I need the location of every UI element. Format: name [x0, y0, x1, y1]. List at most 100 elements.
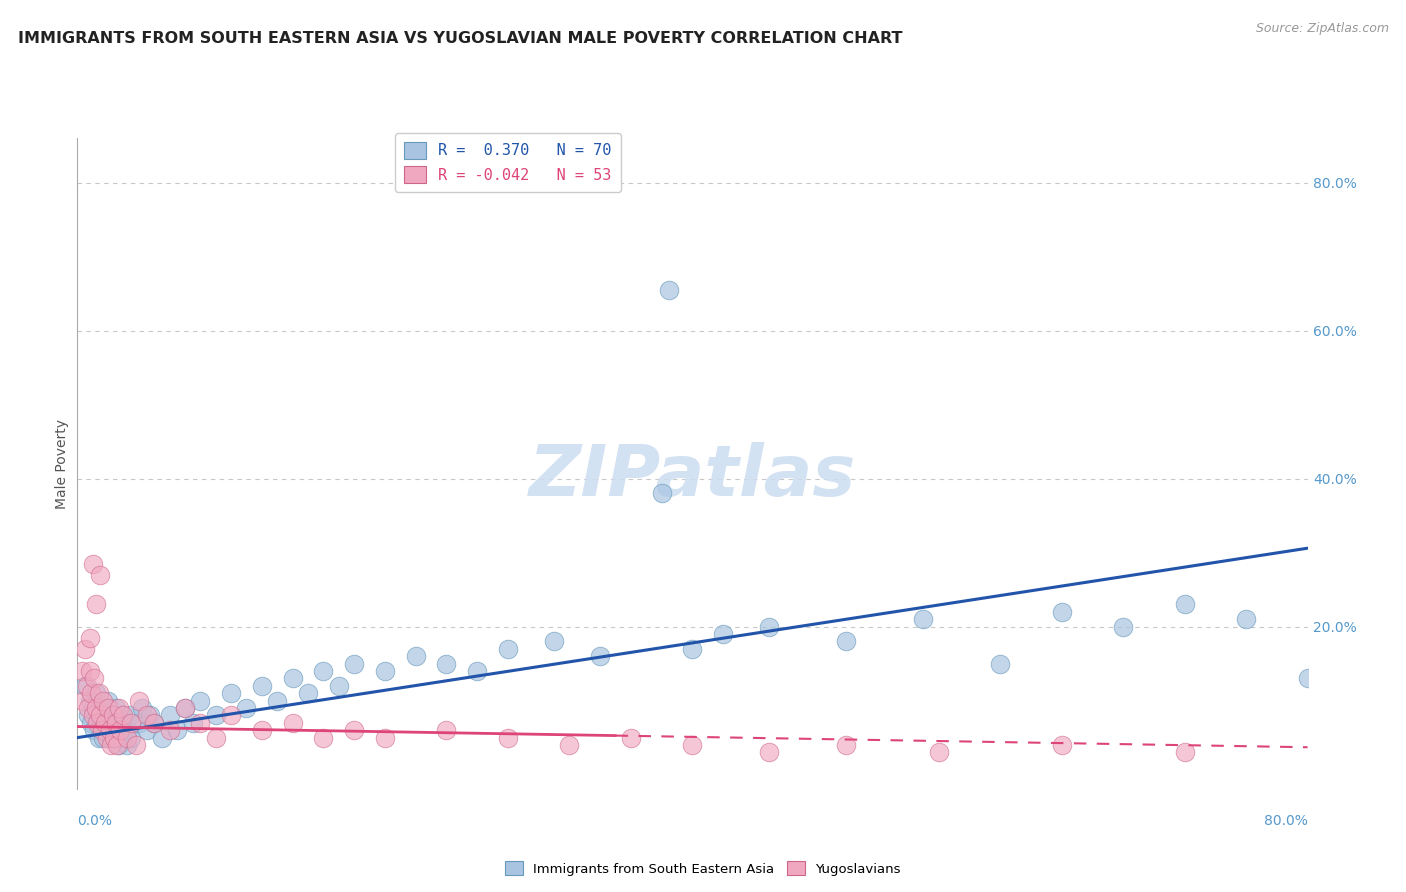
Point [82, 708, 104, 723]
Point [100, 738, 122, 752]
Point [297, 686, 319, 700]
Point [188, 715, 212, 730]
Point [219, 708, 242, 723]
Point [174, 701, 197, 715]
Point [96, 723, 118, 738]
Point [988, 657, 1011, 671]
Point [436, 657, 458, 671]
Point [374, 731, 396, 745]
Point [73, 641, 96, 656]
Point [72, 693, 94, 707]
Point [835, 634, 858, 648]
Point [90, 723, 114, 738]
Text: IMMIGRANTS FROM SOUTH EASTERN ASIA VS YUGOSLAVIAN MALE POVERTY CORRELATION CHART: IMMIGRANTS FROM SOUTH EASTERN ASIA VS YU… [18, 31, 903, 46]
Point [374, 664, 396, 678]
Point [131, 701, 153, 715]
Point [1234, 612, 1257, 626]
Point [84, 598, 107, 612]
Point [79, 631, 101, 645]
Point [150, 731, 173, 745]
Point [70, 664, 93, 678]
Point [104, 701, 127, 715]
Point [108, 738, 131, 752]
Point [108, 701, 131, 715]
Point [135, 723, 157, 738]
Point [89, 701, 111, 715]
Point [82, 701, 104, 715]
Point [80, 715, 103, 730]
Point [86, 715, 108, 730]
Point [105, 715, 128, 730]
Point [94, 708, 117, 723]
Point [912, 612, 935, 626]
Point [112, 731, 135, 745]
Legend: R =  0.370   N = 70, R = -0.042   N = 53: R = 0.370 N = 70, R = -0.042 N = 53 [395, 133, 620, 192]
Point [1050, 738, 1073, 752]
Point [1174, 746, 1197, 760]
Point [143, 715, 166, 730]
Point [87, 686, 110, 700]
Point [128, 715, 150, 730]
Point [103, 731, 125, 745]
Point [758, 746, 780, 760]
Point [96, 731, 118, 745]
Point [558, 738, 581, 752]
Point [758, 619, 780, 633]
Point [82, 557, 104, 571]
Point [1174, 598, 1197, 612]
Point [465, 664, 488, 678]
Point [120, 731, 142, 745]
Point [103, 723, 125, 738]
Point [219, 686, 242, 700]
Point [204, 708, 226, 723]
Point [711, 627, 734, 641]
Point [835, 738, 858, 752]
Point [496, 641, 519, 656]
Point [111, 708, 134, 723]
Point [312, 664, 335, 678]
Point [87, 731, 110, 745]
Point [138, 708, 160, 723]
Point [181, 715, 204, 730]
Point [235, 701, 257, 715]
Text: 80.0%: 80.0% [1264, 814, 1308, 828]
Point [115, 731, 138, 745]
Point [436, 723, 458, 738]
Point [266, 693, 288, 707]
Point [589, 649, 612, 664]
Point [143, 715, 166, 730]
Point [83, 723, 105, 738]
Point [343, 723, 366, 738]
Point [166, 723, 188, 738]
Point [135, 708, 157, 723]
Point [79, 693, 101, 707]
Point [86, 708, 108, 723]
Point [159, 708, 181, 723]
Point [100, 731, 122, 745]
Point [110, 723, 132, 738]
Y-axis label: Male Poverty: Male Poverty [55, 419, 69, 508]
Point [114, 715, 136, 730]
Point [84, 701, 107, 715]
Text: 0.0%: 0.0% [77, 814, 112, 828]
Point [125, 738, 148, 752]
Point [1050, 605, 1073, 619]
Point [620, 731, 643, 745]
Point [204, 731, 226, 745]
Point [128, 693, 150, 707]
Point [73, 679, 96, 693]
Point [110, 723, 132, 738]
Point [281, 715, 304, 730]
Point [79, 664, 101, 678]
Point [651, 486, 673, 500]
Point [76, 679, 98, 693]
Point [93, 731, 115, 745]
Point [97, 701, 120, 715]
Point [1296, 672, 1319, 686]
Point [89, 567, 111, 582]
Point [90, 715, 114, 730]
Point [281, 672, 304, 686]
Point [188, 693, 212, 707]
Point [98, 715, 121, 730]
Point [112, 708, 135, 723]
